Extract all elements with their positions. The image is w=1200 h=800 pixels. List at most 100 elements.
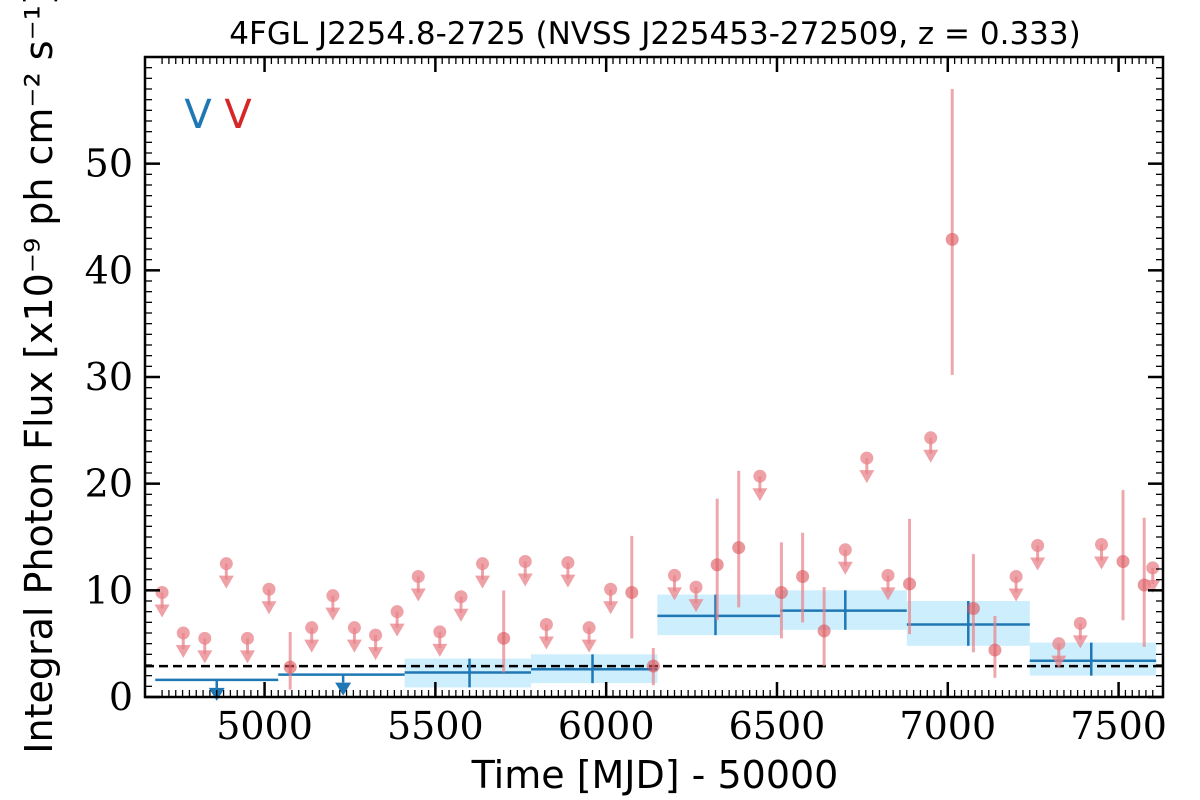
- fine-upper-limit-point-17: [518, 555, 532, 569]
- fine-upper-limit-point-21: [604, 582, 618, 596]
- fine-data-point-31: [817, 624, 831, 638]
- fine-data-point-38: [966, 601, 980, 615]
- fine-upper-limit-arrow-11: [389, 623, 405, 637]
- fine-upper-limit-arrow-15: [475, 575, 491, 589]
- fine-upper-limit-point-42: [1052, 637, 1066, 651]
- fine-data-point-29: [774, 585, 788, 599]
- fine-upper-limit-point-36: [924, 431, 938, 445]
- fine-upper-limit-arrow-36: [923, 449, 939, 463]
- x-tick-label-5: 7500: [1070, 704, 1167, 748]
- y-tick-label-5: 50: [85, 142, 133, 186]
- fine-upper-limit-point-25: [689, 580, 703, 594]
- fine-data-point-23: [646, 659, 660, 673]
- fine-upper-limit-arrow-25: [688, 599, 704, 613]
- fine-upper-limit-arrow-8: [325, 607, 341, 621]
- fine-data-point-35: [903, 577, 917, 591]
- fine-data-point-22: [625, 585, 639, 599]
- fine-upper-limit-arrow-41: [1030, 557, 1046, 571]
- fine-upper-limit-arrow-42: [1051, 655, 1067, 669]
- fine-upper-limit-point-28: [753, 469, 767, 483]
- fine-upper-limit-point-34: [881, 568, 895, 582]
- fine-upper-limit-arrow-13: [432, 643, 448, 657]
- fine-data-point-45: [1116, 555, 1130, 569]
- x-tick-label-4: 7000: [899, 704, 996, 748]
- fine-upper-limit-arrow-33: [859, 470, 875, 484]
- x-tick-label-3: 6500: [729, 704, 826, 748]
- fine-upper-limit-arrow-1: [175, 645, 191, 658]
- fine-upper-limit-arrow-14: [453, 608, 469, 622]
- fine-upper-limit-point-9: [347, 621, 361, 635]
- x-axis-label: Time [MJD] - 50000: [471, 753, 839, 797]
- fine-upper-limit-arrow-40: [1008, 588, 1024, 602]
- fine-upper-limit-arrow-20: [581, 639, 597, 653]
- fine-data-point-16: [497, 631, 511, 645]
- fine-upper-limit-point-40: [1009, 569, 1023, 583]
- chart-title: 4FGL J2254.8-2725 (NVSS J225453-272509, …: [229, 16, 1080, 52]
- fine-upper-limit-point-43: [1073, 616, 1087, 630]
- fine-data-point-26: [710, 558, 724, 572]
- fine-upper-limit-point-3: [219, 557, 233, 571]
- fine-upper-limit-arrow-34: [880, 587, 896, 601]
- fine-upper-limit-arrow-3: [218, 575, 234, 589]
- coarse-upper-limit-arrow-1: [335, 682, 352, 696]
- x-tick-label-0: 5000: [216, 704, 313, 748]
- fine-upper-limit-point-2: [198, 631, 212, 645]
- fine-upper-limit-point-20: [582, 621, 596, 635]
- fine-upper-limit-point-11: [390, 605, 404, 619]
- fine-upper-limit-point-14: [454, 590, 468, 604]
- fine-upper-limit-point-47: [1146, 561, 1160, 575]
- y-axis-label: Integral Photon Flux [x10⁻⁹ ph cm⁻² s⁻¹]: [17, 0, 61, 754]
- fine-data-point-6: [283, 660, 297, 674]
- fine-upper-limit-arrow-43: [1072, 635, 1088, 649]
- fine-upper-limit-point-19: [561, 556, 575, 570]
- fine-upper-limit-point-13: [433, 625, 447, 639]
- plot-area: 5000 5500 6000 6500 7000 7500 0 10 20 30 40 50 V V: [85, 55, 1167, 748]
- fine-upper-limit-arrow-9: [346, 639, 362, 653]
- fine-data-point-27: [732, 541, 746, 555]
- fine-upper-limit-arrow-18: [538, 636, 554, 650]
- fine-upper-limit-arrow-32: [837, 561, 853, 575]
- fine-upper-limit-arrow-28: [752, 488, 768, 502]
- fine-upper-limit-arrow-19: [560, 574, 576, 588]
- fine-upper-limit-arrow-7: [304, 639, 320, 653]
- fine-upper-limit-point-12: [411, 569, 425, 583]
- fine-upper-limit-arrow-0: [154, 604, 170, 618]
- y-tick-label-2: 20: [85, 462, 133, 506]
- fine-upper-limit-point-15: [476, 557, 490, 571]
- fine-upper-limit-point-1: [176, 626, 190, 640]
- y-tick-label-3: 30: [85, 355, 133, 399]
- variability-badge-0: V: [184, 92, 212, 138]
- fine-upper-limit-point-18: [539, 617, 553, 631]
- fine-upper-limit-arrow-21: [603, 601, 619, 615]
- fine-data-point-30: [796, 569, 810, 583]
- fine-data-point-39: [988, 643, 1002, 657]
- fine-upper-limit-point-32: [838, 543, 852, 557]
- fine-upper-limit-arrow-24: [666, 587, 682, 601]
- fine-upper-limit-arrow-44: [1094, 556, 1110, 570]
- fine-upper-limit-point-24: [667, 568, 681, 582]
- fine-upper-limit-arrow-17: [517, 573, 533, 587]
- fine-upper-limit-point-4: [240, 631, 254, 645]
- fine-upper-limit-arrow-4: [239, 650, 255, 664]
- fine-upper-limit-point-8: [326, 589, 340, 603]
- fine-upper-limit-point-5: [262, 582, 276, 596]
- fine-upper-limit-arrow-10: [368, 647, 384, 661]
- fine-upper-limit-point-10: [369, 628, 383, 642]
- fine-upper-limit-point-41: [1031, 539, 1045, 553]
- fine-upper-limit-point-7: [305, 621, 319, 635]
- fine-upper-limit-point-44: [1095, 537, 1109, 551]
- fine-upper-limit-point-0: [155, 585, 169, 599]
- fine-upper-limit-arrow-47: [1145, 579, 1161, 593]
- x-tick-label-2: 6000: [558, 704, 655, 748]
- fine-upper-limit-arrow-2: [197, 650, 213, 664]
- coarse-bin-band-7: [1029, 642, 1157, 676]
- y-tick-label-4: 40: [85, 248, 133, 292]
- y-tick-label-0: 0: [109, 675, 133, 719]
- fine-upper-limit-point-33: [860, 451, 874, 465]
- variability-badge-1: V: [224, 92, 252, 138]
- x-tick-label-1: 5500: [387, 704, 484, 748]
- fine-upper-limit-arrow-12: [410, 588, 426, 602]
- fine-data-point-37: [945, 232, 959, 246]
- y-tick-label-1: 10: [85, 568, 133, 612]
